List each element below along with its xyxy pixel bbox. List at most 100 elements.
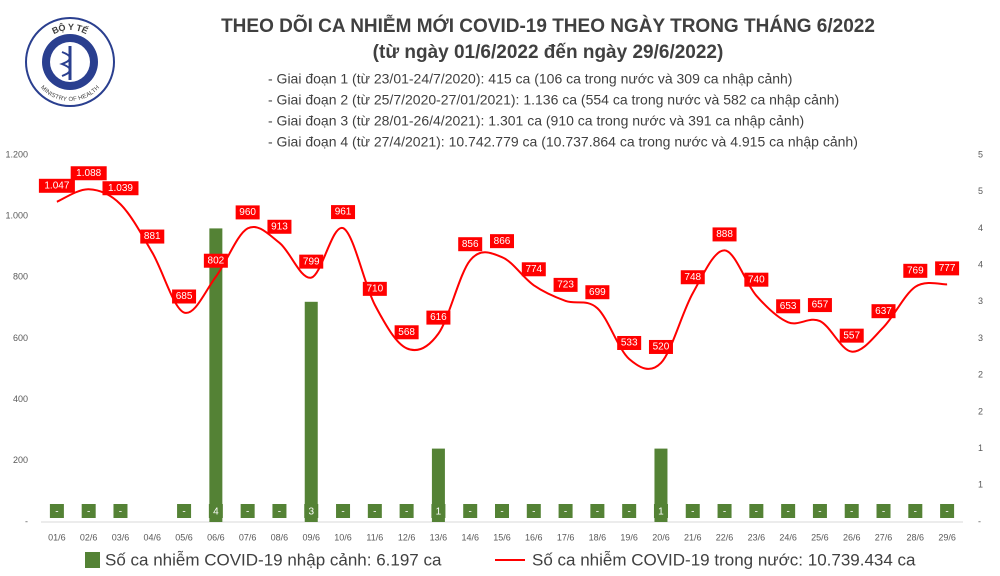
bar-label-box xyxy=(336,504,351,518)
note: - Giai đoạn 3 (từ 28/01-26/4/2021): 1.30… xyxy=(268,113,804,129)
x-tick-label: 10/6 xyxy=(334,532,352,542)
bar-label: - xyxy=(596,507,599,518)
line-label-box xyxy=(394,325,419,340)
note: - Giai đoạn 4 (từ 27/4/2021): 10.742.779… xyxy=(268,134,858,150)
line-label-box xyxy=(935,261,960,276)
line-label: 881 xyxy=(144,231,161,242)
bar-label-box xyxy=(812,504,827,518)
bar-label-box xyxy=(367,504,382,518)
line-label: 723 xyxy=(557,280,574,291)
x-tick-label: 03/6 xyxy=(112,532,130,542)
line-label-box xyxy=(38,178,75,193)
legend-label: Số ca nhiễm COVID-19 trong nước: 10.739.… xyxy=(532,550,916,569)
bar-label: 1 xyxy=(436,507,442,518)
y2-tick-label: 3 xyxy=(978,333,983,343)
line-label: 657 xyxy=(812,300,829,311)
line-label-box xyxy=(426,310,451,325)
y2-tick-label: 5 xyxy=(978,149,983,159)
x-tick-label: 09/6 xyxy=(302,532,320,542)
y2-tick-label: - xyxy=(978,516,981,526)
bar-label: 1 xyxy=(658,507,664,518)
x-tick-label: 26/6 xyxy=(843,532,861,542)
bar xyxy=(431,448,445,522)
line-label-box xyxy=(521,262,546,277)
line xyxy=(56,188,948,370)
bar-label: - xyxy=(278,507,281,518)
bar-label-box xyxy=(558,504,573,518)
bar-label: - xyxy=(628,507,631,518)
logo: BỘ Y TẾ MINISTRY OF HEALTH xyxy=(25,17,115,107)
x-tick-label: 14/6 xyxy=(461,532,479,542)
x-tick-label: 21/6 xyxy=(684,532,702,542)
line-label-box xyxy=(70,166,107,181)
bar-label: - xyxy=(882,507,885,518)
bar-label-box xyxy=(940,504,955,518)
line-label: 777 xyxy=(939,263,956,274)
bar-label-box xyxy=(81,504,96,518)
bar-label: - xyxy=(500,507,503,518)
line-label-box xyxy=(458,237,483,252)
line-label-box xyxy=(617,335,642,350)
line-label: 748 xyxy=(684,272,701,283)
bar-label-box xyxy=(208,504,223,518)
bar-label-box xyxy=(240,504,255,518)
line-label: 637 xyxy=(875,306,892,317)
bar-label-box xyxy=(304,504,319,518)
bar-label: - xyxy=(532,507,535,518)
bar-label-box xyxy=(177,504,192,518)
line-label: 769 xyxy=(907,265,924,276)
x-tick-label: 06/6 xyxy=(207,532,225,542)
bar-label-box xyxy=(781,504,796,518)
x-tick-label: 17/6 xyxy=(557,532,575,542)
bar xyxy=(304,301,318,522)
line-label-box xyxy=(744,272,769,287)
bar-label-box xyxy=(908,504,923,518)
bar-label: - xyxy=(119,507,122,518)
bar-label-box xyxy=(653,504,668,518)
logo-top: BỘ Y TẾ xyxy=(51,22,90,37)
bar-label-box xyxy=(495,504,509,518)
line-label-box xyxy=(712,227,737,242)
y2-tick-label: 2 xyxy=(978,370,983,380)
line-label: 520 xyxy=(653,342,670,353)
line-label-box xyxy=(776,299,801,314)
line-label-box xyxy=(140,229,165,244)
x-tick-label: 20/6 xyxy=(652,532,670,542)
bar-label-box xyxy=(272,504,287,518)
bar-label: - xyxy=(246,507,249,518)
x-tick-label: 01/6 xyxy=(48,532,66,542)
x-tick-label: 28/6 xyxy=(907,532,925,542)
line-label: 866 xyxy=(494,236,511,247)
line-label-box xyxy=(172,289,197,304)
bar-label: - xyxy=(818,507,821,518)
bar-label: 3 xyxy=(308,507,314,518)
y-tick-label: 1.000 xyxy=(5,211,28,221)
line-label-box xyxy=(839,328,864,343)
bar-label: - xyxy=(755,507,758,518)
x-tick-label: 19/6 xyxy=(620,532,638,542)
line-label: 653 xyxy=(780,301,797,312)
y2-tick-label: 5 xyxy=(978,186,983,196)
line-label: 960 xyxy=(239,207,256,218)
logo-top-text: BỘ Y TẾ xyxy=(51,22,90,37)
x-tick-label: 12/6 xyxy=(398,532,416,542)
bar-label-box xyxy=(526,504,541,518)
bar-label: - xyxy=(341,507,344,518)
x-tick-label: 07/6 xyxy=(239,532,257,542)
y2-tick-label: 3 xyxy=(978,296,983,306)
bar-label-box xyxy=(113,504,128,518)
line-label-box xyxy=(807,298,832,313)
bar-label: - xyxy=(850,507,853,518)
y2-tick-label: 1 xyxy=(978,480,983,490)
x-tick-label: 08/6 xyxy=(271,532,289,542)
line-label-box xyxy=(267,219,292,234)
bar-label: - xyxy=(87,507,90,518)
bar-label: 4 xyxy=(213,507,219,518)
x-tick-label: 11/6 xyxy=(366,532,383,542)
line-label-box xyxy=(871,304,896,319)
x-tick-label: 15/6 xyxy=(493,532,511,542)
line-label-box xyxy=(490,234,514,249)
line-label-box xyxy=(680,270,705,285)
line-label: 533 xyxy=(621,338,638,349)
line-label: 557 xyxy=(843,330,860,341)
